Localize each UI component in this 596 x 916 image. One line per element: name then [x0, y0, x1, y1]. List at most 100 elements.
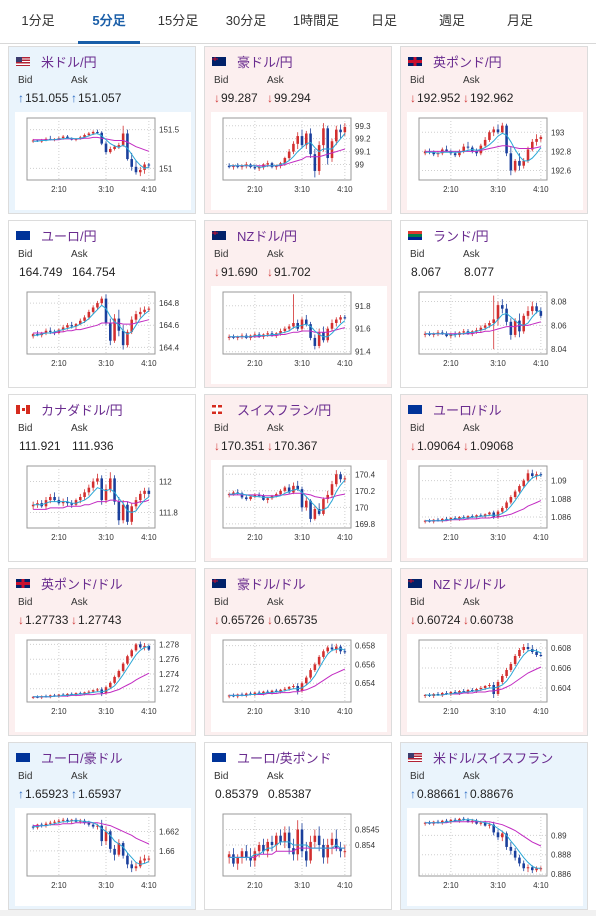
mini-candlestick-chart[interactable]: 193 192.8 192.6 2:10 3:10 4:10	[407, 112, 583, 210]
pair-name-link[interactable]: 英ポンド/円	[433, 55, 502, 70]
mini-candlestick-chart[interactable]: 99.3 99.2 99.1 99 2:10 3:10 4:10	[211, 112, 387, 210]
mini-candlestick-chart[interactable]: 0.89 0.888 0.886 2:10 3:10 4:10	[407, 808, 583, 906]
y-tick-label: 91.8	[355, 302, 371, 311]
mini-candlestick-chart[interactable]: 164.8 164.6 164.4 2:10 3:10 4:10	[15, 286, 191, 384]
candle-body	[330, 141, 334, 159]
au-flag-icon	[212, 579, 226, 588]
currency-card[interactable]: カナダドル/円 Bid Ask 111.921 111.936 112 111.8 2:10 3…	[8, 394, 196, 562]
bid-label: Bid	[18, 75, 33, 86]
pair-name-link[interactable]: ユーロ/豪ドル	[41, 751, 123, 766]
candle-body	[121, 663, 125, 671]
pair-name-link[interactable]: 英ポンド/ドル	[41, 577, 123, 592]
x-tick-label: 4:10	[533, 707, 549, 716]
tab-monthly[interactable]: 月足	[506, 13, 533, 28]
candle-body	[113, 478, 116, 502]
currency-card[interactable]: 英ポンド/円 Bid Ask ↓192.952 ↓192.962 193 192.8 192.…	[400, 46, 588, 214]
candle-body	[130, 319, 133, 332]
pair-name-link[interactable]: NZドル/円	[237, 229, 297, 244]
ask-value: ↓91.702	[267, 265, 311, 279]
pair-name-link[interactable]: ランド/円	[433, 229, 489, 244]
currency-card[interactable]: NZドル/ドル Bid Ask ↓0.60724 ↓0.60738 0.608 0.606 0…	[400, 568, 588, 736]
candle-body	[87, 822, 91, 825]
y-tick-label: 164.4	[159, 343, 180, 352]
x-tick-label: 3:10	[490, 881, 506, 890]
candle-body	[113, 318, 116, 341]
x-tick-label: 3:10	[294, 533, 310, 542]
candle-body	[257, 494, 261, 496]
currency-card[interactable]: 米ドル/スイスフラン Bid Ask ↑0.88661 ↑0.88676 0.89 0.88…	[400, 742, 588, 910]
ask-label: Ask	[71, 771, 88, 782]
currency-card[interactable]: ユーロ/英ポンド Bid Ask 0.85379 0.85387 0.8545 0.854 2…	[204, 742, 392, 910]
candle-body	[492, 824, 495, 833]
candle-body	[458, 691, 461, 693]
candle-body	[479, 822, 483, 824]
pair-name-link[interactable]: ユーロ/円	[41, 229, 97, 244]
mini-candlestick-chart[interactable]: 151.5 151 2:10 3:10 4:10	[15, 112, 191, 210]
candle-body	[279, 835, 282, 842]
plot-frame	[26, 465, 156, 529]
mini-candlestick-chart[interactable]: 1.09 1.088 1.086 2:10 3:10 4:10	[407, 460, 583, 558]
candle-body	[535, 474, 538, 477]
x-tick-label: 4:10	[337, 533, 353, 542]
chart-svg: 0.658 0.656 0.654 2:10 3:10 4:10	[222, 639, 376, 716]
mini-candlestick-chart[interactable]: 8.08 8.06 8.04 2:10 3:10 4:10	[407, 286, 583, 384]
mini-candlestick-chart[interactable]: 0.8545 0.854 2:10 3:10 4:10	[211, 808, 387, 906]
currency-card[interactable]: ユーロ/ドル Bid Ask ↓1.09064 ↓1.09068 1.09 1.088 1.0…	[400, 394, 588, 562]
candle-body	[100, 825, 103, 842]
candle-body	[87, 487, 91, 493]
tab-15min[interactable]: 15分足	[157, 13, 199, 28]
tab-1hour[interactable]: 1時間足	[292, 13, 340, 28]
pair-name-link[interactable]: 豪ドル/円	[237, 55, 293, 70]
pair-name-link[interactable]: スイスフラン/円	[237, 403, 332, 418]
mini-candlestick-chart[interactable]: 1.278 1.276 1.274 1.272 2:10 3:10 4:10	[15, 634, 191, 732]
currency-card[interactable]: NZドル/円 Bid Ask ↓91.690 ↓91.702 91.8 91.6 91.4 2:…	[204, 220, 392, 388]
bid-arrow-icon: ↓	[214, 265, 220, 279]
y-tick-label: 170	[355, 503, 369, 512]
candle-body	[109, 682, 112, 688]
tab-5min[interactable]: 5分足	[78, 0, 140, 44]
candle-body	[126, 855, 129, 865]
pair-name-link[interactable]: ユーロ/英ポンド	[237, 751, 332, 766]
x-tick-label: 2:10	[247, 707, 263, 716]
currency-card[interactable]: 豪ドル/ドル Bid Ask ↓0.65726 ↓0.65735 0.658 0.656 0.…	[204, 568, 392, 736]
candle-body	[496, 511, 500, 518]
mini-candlestick-chart[interactable]: 170.4 170.2 170 169.8 2:10 3:10 4:10	[211, 460, 387, 558]
candle-body	[253, 494, 257, 497]
bid-label: Bid	[214, 249, 229, 260]
candle-body	[475, 151, 478, 154]
pair-name-link[interactable]: 豪ドル/ドル	[237, 577, 306, 592]
currency-card[interactable]: ユーロ/円 Bid Ask 164.749 164.754 164.8 164.6 164.4…	[8, 220, 196, 388]
x-tick-label: 4:10	[141, 881, 157, 890]
chart-svg: 1.662 1.66 2:10 3:10 4:10	[26, 813, 180, 890]
currency-card[interactable]: 米ドル/円 Bid Ask ↑151.055 ↑151.057 151.5 151 2:10 3…	[8, 46, 196, 214]
za-flag-icon	[408, 231, 422, 240]
candle-body	[488, 824, 491, 826]
tab-weekly[interactable]: 週足	[438, 13, 465, 28]
candle-body	[466, 516, 470, 518]
pair-name-link[interactable]: 米ドル/スイスフラン	[433, 751, 554, 766]
mini-candlestick-chart[interactable]: 0.608 0.606 0.604 2:10 3:10 4:10	[407, 634, 583, 732]
currency-card[interactable]: 豪ドル/円 Bid Ask ↓99.287 ↓99.294 99.3 99.2 99.1 99 2…	[204, 46, 392, 214]
tab-30min[interactable]: 30分足	[225, 13, 267, 28]
candle-body	[130, 506, 133, 522]
mini-candlestick-chart[interactable]: 112 111.8 2:10 3:10 4:10	[15, 460, 191, 558]
pair-name-link[interactable]: ユーロ/ドル	[433, 403, 502, 418]
pair-name-link[interactable]: カナダドル/円	[41, 403, 123, 418]
currency-card[interactable]: ランド/円 Bid Ask 8.067 8.077 8.08 8.06 8.04 2:10 3:1…	[400, 220, 588, 388]
candle-body	[57, 694, 61, 697]
mini-candlestick-chart[interactable]: 0.658 0.656 0.654 2:10 3:10 4:10	[211, 634, 387, 732]
tab-1min[interactable]: 1分足	[21, 13, 55, 28]
currency-card[interactable]: スイスフラン/円 Bid Ask ↓170.351 ↓170.367 170.4 170.2…	[204, 394, 392, 562]
candle-body	[518, 486, 521, 492]
pair-name-link[interactable]: NZドル/ドル	[433, 577, 506, 592]
pair-name-link[interactable]: 米ドル/円	[41, 55, 97, 70]
mini-candlestick-chart[interactable]: 1.662 1.66 2:10 3:10 4:10	[15, 808, 191, 906]
candle-body	[539, 868, 543, 870]
y-tick-label: 91.6	[355, 325, 371, 334]
tab-daily[interactable]: 日足	[370, 13, 397, 28]
mini-candlestick-chart[interactable]: 91.8 91.6 91.4 2:10 3:10 4:10	[211, 286, 387, 384]
candle-body	[270, 690, 274, 693]
candle-body	[287, 487, 291, 493]
currency-card[interactable]: 英ポンド/ドル Bid Ask ↓1.27733 ↓1.27743 1.278 1.276 1…	[8, 568, 196, 736]
currency-card[interactable]: ユーロ/豪ドル Bid Ask ↑1.65923 ↑1.65937 1.662 1.66 2:…	[8, 742, 196, 910]
